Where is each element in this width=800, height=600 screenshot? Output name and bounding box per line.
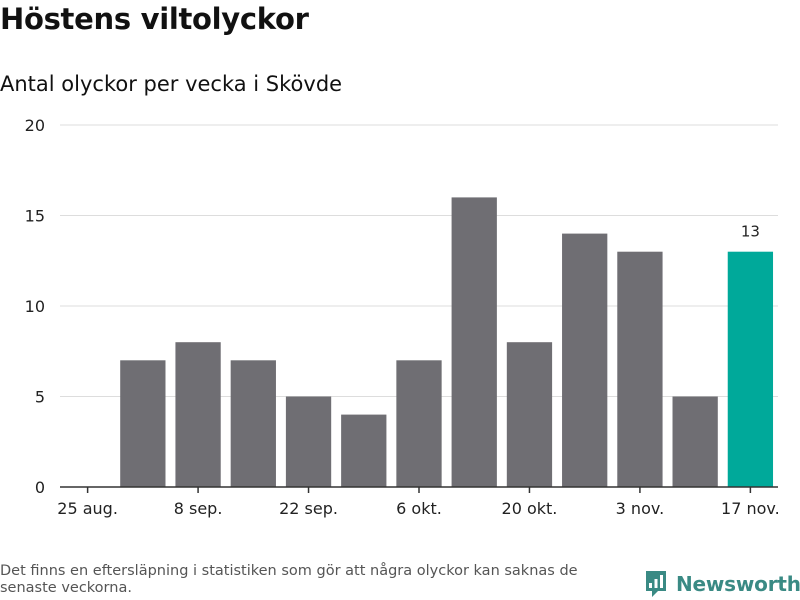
x-tick-label: 17 nov. [721, 499, 780, 518]
x-axis [60, 486, 778, 493]
y-tick-label: 10 [25, 297, 45, 316]
x-tick-label: 20 okt. [502, 499, 558, 518]
bar [617, 251, 663, 487]
newsworthy-logo-icon [646, 571, 666, 597]
bar [506, 342, 553, 487]
x-tick-label: 3 nov. [616, 499, 665, 518]
bar [341, 414, 387, 487]
labels: 0 5 10 15 20 13 25 aug. 8 sep. 22 sep. 6 okt. 20 o… [25, 116, 780, 518]
y-tick-label: 0 [35, 478, 45, 497]
bar [396, 360, 442, 487]
bar-chart: 0 5 10 15 20 13 25 aug. 8 sep. 22 sep. 6 okt. 20 o… [25, 116, 780, 518]
bar [285, 396, 332, 487]
x-tick-label: 25 aug. [57, 499, 118, 518]
y-tick-label: 5 [35, 388, 45, 407]
footnote: Det finns en eftersläpning i statistiken… [0, 563, 578, 596]
gridlines [60, 124, 778, 397]
bar-highlight [727, 251, 774, 487]
bar [175, 342, 221, 487]
bar [120, 360, 166, 487]
chart-title: Höstens viltolyckor [0, 2, 309, 36]
bar [230, 360, 276, 487]
brand-name: Newsworthy [676, 572, 800, 596]
brand: Newsworthy [644, 569, 800, 599]
x-tick-label: 22 sep. [279, 499, 338, 518]
bar [672, 396, 718, 487]
bar [562, 233, 608, 487]
x-tick-label: 6 okt. [396, 499, 442, 518]
bar [451, 197, 497, 487]
chart-subtitle: Antal olyckor per vecka i Skövde [0, 72, 343, 96]
x-tick-label: 8 sep. [174, 499, 223, 518]
y-tick-label: 20 [25, 116, 45, 135]
y-tick-label: 15 [25, 207, 45, 226]
bars [120, 197, 774, 487]
data-label: 13 [741, 223, 760, 241]
